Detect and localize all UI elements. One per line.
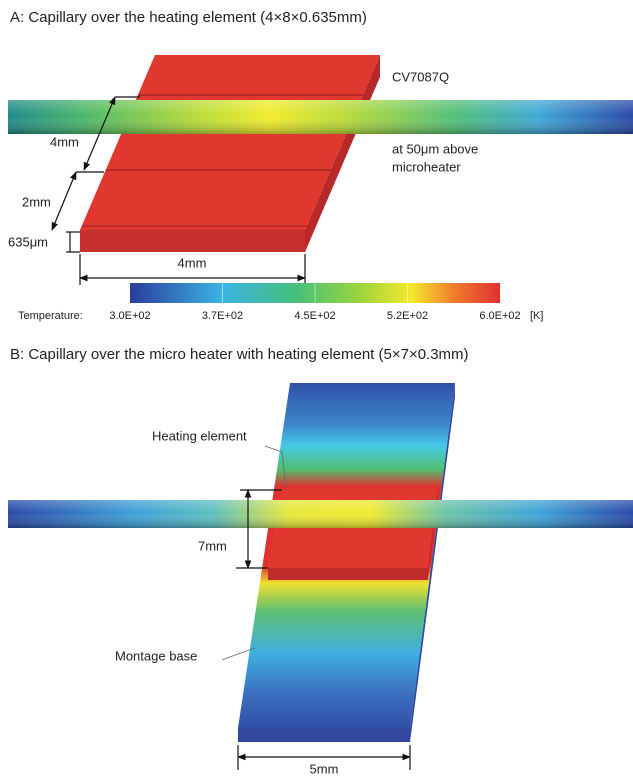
device-label: CV7087Q <box>392 69 449 84</box>
panel-title: B: Capillary over the micro heater with … <box>10 346 469 363</box>
heating-element-label: Heating element <box>152 428 247 443</box>
colorbar-tick-label: 4.5E+02 <box>294 310 335 322</box>
dimension-label: 4mm <box>178 255 207 270</box>
dimension-label: 2mm <box>22 194 51 209</box>
heating-block <box>80 55 380 252</box>
colorbar-tick-label: 3.7E+02 <box>202 310 243 322</box>
colorbar-unit: [K] <box>530 310 543 322</box>
dimension-label: 5mm <box>310 761 339 776</box>
colorbar-label: Temperature: <box>18 310 83 322</box>
panel-title: A: Capillary over the heating element (4… <box>10 9 367 26</box>
note-label: at 50μm above <box>392 141 478 156</box>
dimension-label: 635μm <box>8 234 48 249</box>
dimension-label: 7mm <box>198 538 227 553</box>
colorbar-tick-label: 3.0E+02 <box>109 310 150 322</box>
montage-base-label: Montage base <box>115 648 197 663</box>
colorbar-tick-label: 5.2E+02 <box>387 310 428 322</box>
capillary <box>8 500 633 528</box>
figure: A: Capillary over the heating element (4… <box>0 0 633 778</box>
colorbar-tick-label: 6.0E+02 <box>479 310 520 322</box>
dimension-label: 4mm <box>50 134 79 149</box>
note-label: microheater <box>392 159 461 174</box>
